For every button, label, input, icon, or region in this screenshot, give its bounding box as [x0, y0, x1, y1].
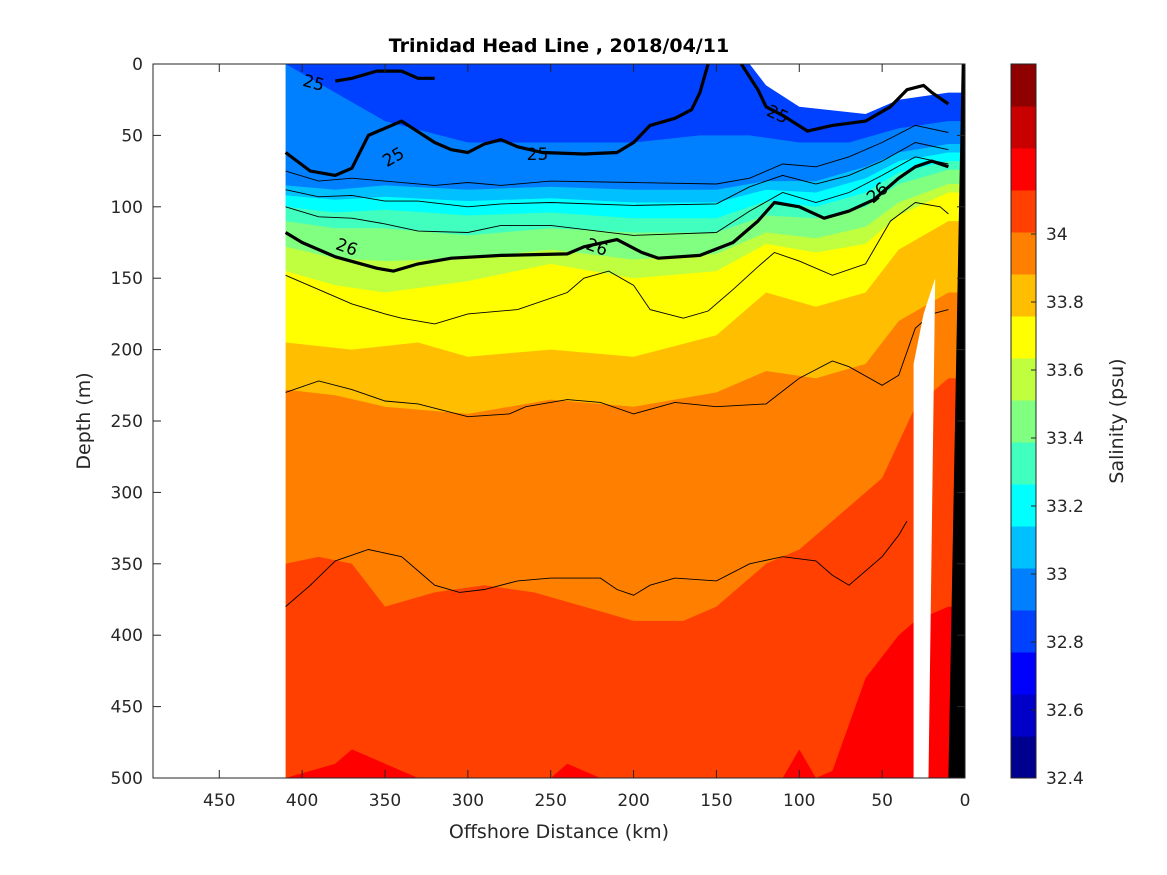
- y-tick-label: 50: [121, 126, 143, 146]
- x-tick-label: 450: [203, 791, 235, 811]
- colorbar-swatch: [1011, 232, 1036, 275]
- y-tick-label: 150: [111, 269, 143, 289]
- colorbar-tick-label: 33.2: [1046, 497, 1084, 517]
- colorbar-swatch: [1011, 148, 1036, 191]
- x-tick-label: 150: [700, 791, 732, 811]
- bathymetry: [913, 64, 965, 778]
- colorbar: 32.4 32.6 32.8 33 33.2 33.4 33.6 33.8 34: [1010, 63, 1084, 789]
- y-tick-label: 300: [111, 483, 143, 503]
- colorbar-tick-label: 33.6: [1046, 361, 1084, 381]
- colorbar-tick-label: 33.8: [1046, 293, 1084, 313]
- x-tick-label: 400: [286, 791, 318, 811]
- colorbar-tick-label: 34: [1046, 225, 1068, 245]
- x-tick-label: 300: [452, 791, 484, 811]
- chart-title: Trinidad Head Line , 2018/04/11: [389, 35, 729, 57]
- thin-contour: [285, 156, 949, 236]
- thin-contour: [285, 124, 949, 186]
- salinity-band: [285, 606, 965, 778]
- colorbar-tick-label: 33: [1046, 565, 1068, 585]
- y-tick-label: 400: [111, 626, 143, 646]
- x-tick-label: 100: [783, 791, 815, 811]
- colorbar-tick-label: 32.8: [1046, 633, 1084, 653]
- bathymetry-gap: [913, 278, 936, 778]
- y-tick-label: 500: [111, 769, 143, 789]
- plot-area: [153, 64, 965, 778]
- salinity-fills: [153, 64, 965, 778]
- y-axis-label: Depth (m): [73, 372, 95, 469]
- no-data-region: [153, 64, 286, 778]
- x-axis-label: Offshore Distance (km): [449, 821, 669, 843]
- x-axis: 450 400 350 300 250 200 150 100 50 0: [203, 64, 970, 811]
- seafloor: [918, 64, 965, 778]
- colorbar-swatch: [1011, 274, 1036, 317]
- x-tick-label: 350: [369, 791, 401, 811]
- colorbar-label: Salinity (psu): [1106, 358, 1128, 483]
- thick-contour-lines: [284, 64, 950, 273]
- colorbar-swatch: [1011, 484, 1036, 527]
- colorbar-swatch: [1011, 568, 1036, 611]
- y-tick-label: 100: [111, 198, 143, 218]
- thin-contour: [285, 520, 908, 607]
- colorbar-tick-label: 32.4: [1046, 769, 1084, 789]
- y-tick-label: 200: [111, 341, 143, 361]
- isopycnal-contour-25: [284, 64, 710, 177]
- isopycnal-contour-26: [284, 159, 949, 273]
- x-tick-label: 250: [534, 791, 566, 811]
- colorbar-swatch: [1011, 316, 1036, 359]
- isopycnal-contour-25: [335, 69, 435, 83]
- colorbar-swatch: [1011, 400, 1036, 443]
- isopycnal-contour-25: [739, 64, 950, 133]
- colorbar-swatch: [1011, 106, 1036, 149]
- colorbar-swatch: [1011, 694, 1036, 737]
- colorbar-swatch: [1011, 610, 1036, 653]
- colorbar-swatch: [1011, 190, 1036, 233]
- y-tick-label: 450: [111, 698, 143, 718]
- y-tick-label: 250: [111, 412, 143, 432]
- colorbar-swatch: [1011, 64, 1036, 107]
- colorbar-frame: [1010, 63, 1037, 779]
- colorbar-swatch: [1011, 358, 1036, 401]
- contour-label: 25: [527, 145, 549, 165]
- x-tick-label: 50: [871, 791, 893, 811]
- y-tick-label: 0: [132, 55, 143, 75]
- colorbar-swatch: [1011, 442, 1036, 485]
- colorbar-tick-label: 32.6: [1046, 701, 1084, 721]
- x-tick-label: 0: [960, 791, 971, 811]
- y-tick-label: 350: [111, 555, 143, 575]
- thin-contour: [285, 309, 949, 418]
- thin-contour-lines: [285, 124, 949, 607]
- colorbar-tick-label: 33.4: [1046, 429, 1084, 449]
- colorbar-swatch: [1011, 526, 1036, 569]
- colorbar-swatch: [1011, 736, 1036, 779]
- salinity-band: [285, 378, 965, 778]
- x-tick-label: 200: [617, 791, 649, 811]
- thin-contour: [285, 142, 949, 208]
- colorbar-swatch: [1011, 652, 1036, 695]
- thin-contour: [285, 202, 949, 325]
- y-axis: 0 50 100 150 200 250 300 350 400 450 500: [111, 55, 965, 789]
